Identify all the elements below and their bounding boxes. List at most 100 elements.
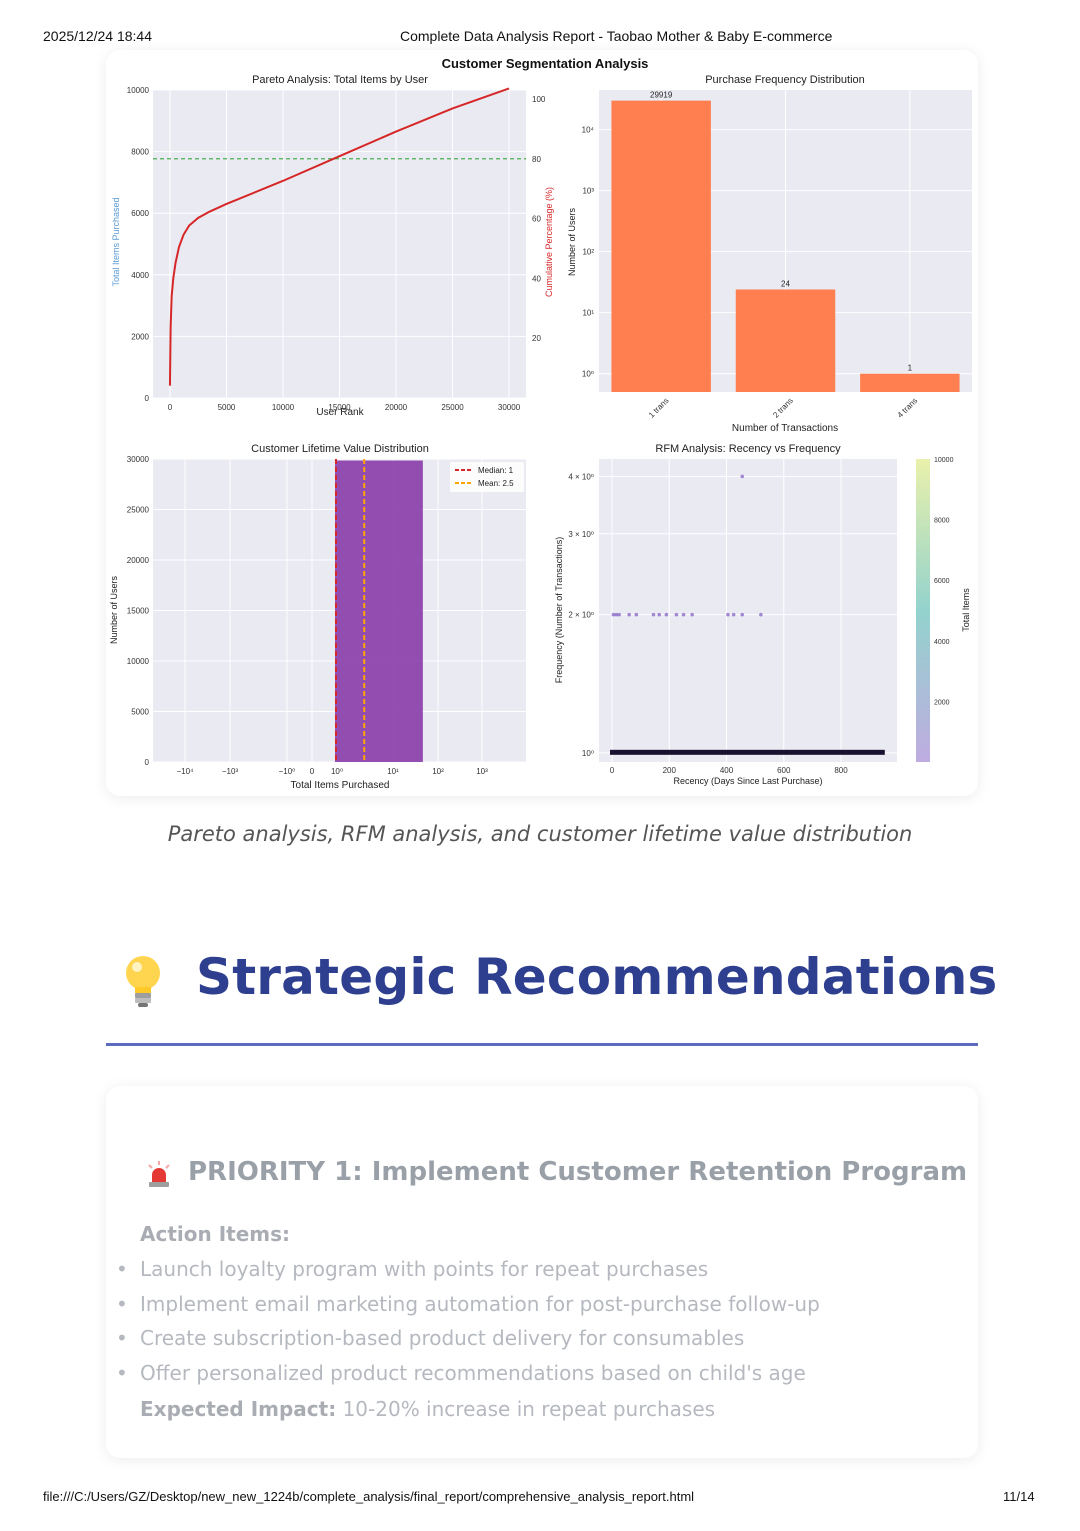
rfm-frequency-1-points-band: [610, 749, 885, 755]
pareto-y2-tick: 60: [532, 215, 541, 224]
clv-x-tick: 10⁰: [331, 767, 343, 776]
rfm-point: [674, 612, 679, 617]
clv-x-tick: 0: [310, 767, 315, 776]
pareto-y-tick: 6000: [131, 209, 149, 218]
rfm-x-tick: 600: [777, 766, 791, 775]
rfm-x-label: Recency (Days Since Last Purchase): [673, 776, 822, 786]
pareto-y2-tick: 100: [532, 95, 546, 104]
priority-card: [106, 1086, 978, 1458]
pareto-x-tick: 5000: [218, 403, 236, 412]
frequency-bar: [860, 373, 960, 392]
clv-x-tick: 10³: [476, 767, 488, 776]
list-item-text: Offer personalized product recommendatio…: [140, 1361, 806, 1385]
pareto-y2-tick: 40: [532, 274, 541, 283]
frequency-chart: Purchase Frequency Distribution Number o…: [567, 74, 972, 434]
rfm-colorbar-tick: 8000: [934, 518, 950, 525]
pareto-y2-label: Cumulative Percentage (%): [544, 187, 554, 297]
frequency-x-tick: 2 trans: [771, 396, 795, 420]
pareto-y-tick: 4000: [131, 271, 149, 280]
pareto-y-tick: 0: [145, 394, 150, 403]
frequency-x-tick: 1 trans: [647, 396, 671, 420]
list-item-text: Implement email marketing automation for…: [140, 1292, 820, 1316]
rfm-colorbar: [916, 459, 930, 762]
bullet-glyph: •: [116, 1257, 128, 1281]
frequency-y-label: Number of Users: [567, 207, 577, 276]
rfm-x-tick: 0: [610, 766, 615, 775]
pareto-title: Pareto Analysis: Total Items by User: [252, 74, 428, 86]
rfm-colorbar-tick: 6000: [934, 578, 950, 585]
rfm-colorbar-tick: 10000: [934, 457, 954, 464]
pareto-series-line: [168, 87, 510, 386]
print-doc-title: Complete Data Analysis Report - Taobao M…: [400, 28, 833, 44]
frequency-bar: [611, 100, 711, 392]
print-file-path: file:///C:/Users/GZ/Desktop/new_new_1224…: [43, 1489, 695, 1504]
section-divider: [106, 1043, 978, 1046]
rfm-point: [740, 612, 745, 617]
impact-value: 10-20% increase in repeat purchases: [342, 1397, 716, 1421]
rfm-point: [681, 612, 686, 617]
bullet-glyph: •: [116, 1292, 128, 1316]
pareto-x-tick: 15000: [328, 403, 351, 412]
clv-y-tick: 15000: [127, 607, 150, 616]
siren-icon: [148, 1161, 170, 1187]
rfm-colorbar-tick: 4000: [934, 639, 950, 646]
pareto-x-label: User Rank: [316, 407, 364, 418]
pareto-x-tick: 20000: [385, 403, 408, 412]
clv-legend-median-label: Median: 1: [478, 466, 514, 475]
list-item-text: Launch loyalty program with points for r…: [140, 1257, 709, 1281]
frequency-x-label: Number of Transactions: [732, 423, 838, 434]
frequency-y-tick: 10³: [582, 187, 594, 196]
clv-y-tick: 10000: [127, 657, 150, 666]
rfm-point: [740, 474, 745, 479]
pareto-chart: Pareto Analysis: Total Items by User Tot…: [111, 74, 554, 418]
list-item-text: Create subscription-based product delive…: [140, 1326, 745, 1350]
rfm-y-tick: 4 × 10⁰: [568, 472, 594, 481]
rfm-y-tick: 3 × 10⁰: [568, 530, 594, 539]
rfm-colorbar-label: Total Items: [961, 588, 971, 632]
frequency-y-tick: 10⁰: [582, 370, 594, 379]
pareto-x-tick: 0: [168, 403, 173, 412]
clv-y-tick: 5000: [131, 708, 149, 717]
rfm-y-label: Frequency (Number of Transactions): [554, 537, 564, 684]
pareto-y-label: Total Items Purchased: [111, 197, 121, 286]
pareto-x-tick: 25000: [441, 403, 464, 412]
rfm-chart: RFM Analysis: Recency vs Frequency Frequ…: [554, 443, 971, 786]
clv-x-tick: −10⁰: [279, 767, 296, 776]
clv-y-tick: 20000: [127, 556, 150, 565]
pareto-x-tick: 10000: [272, 403, 295, 412]
clv-legend-mean-label: Mean: 2.5: [478, 479, 514, 488]
rfm-point: [634, 612, 639, 617]
rfm-point: [664, 612, 669, 617]
bullet-glyph: •: [116, 1361, 128, 1385]
rfm-point: [651, 612, 656, 617]
clv-x-tick: 10²: [432, 767, 444, 776]
clv-x-tick: −10³: [222, 767, 239, 776]
rfm-x-tick: 800: [834, 766, 848, 775]
rfm-y-tick: 10⁰: [582, 749, 594, 758]
section-title: Strategic Recommendations: [196, 948, 998, 1006]
print-page-number: 11/14: [1003, 1489, 1035, 1504]
rfm-point: [731, 612, 736, 617]
rfm-point: [611, 612, 616, 617]
clv-y-tick: 25000: [127, 506, 150, 515]
figure-suptitle: Customer Segmentation Analysis: [442, 56, 649, 71]
clv-y-tick: 0: [145, 758, 150, 767]
frequency-data-label: 1: [908, 364, 913, 373]
pareto-y2-tick: 20: [532, 334, 541, 343]
rfm-point: [690, 612, 694, 617]
figure-caption: Pareto analysis, RFM analysis, and custo…: [167, 822, 913, 846]
clv-histogram-bar: [335, 460, 423, 762]
frequency-bar: [735, 289, 836, 392]
print-datetime: 2025/12/24 18:44: [43, 28, 152, 44]
expected-impact: Expected Impact: 10-20% increase in repe…: [140, 1397, 715, 1421]
frequency-x-tick: 4 trans: [896, 396, 920, 420]
rfm-x-tick: 200: [663, 766, 677, 775]
figure-canvas: Customer Segmentation Analysis Pareto An…: [109, 56, 972, 791]
rfm-colorbar-tick: 2000: [934, 699, 950, 706]
rfm-title: RFM Analysis: Recency vs Frequency: [655, 443, 841, 455]
rfm-point: [627, 612, 631, 617]
clv-x-tick: −10⁴: [176, 767, 194, 776]
rfm-x-tick: 400: [720, 766, 734, 775]
rfm-point: [617, 612, 621, 617]
bullet-glyph: •: [116, 1326, 128, 1350]
